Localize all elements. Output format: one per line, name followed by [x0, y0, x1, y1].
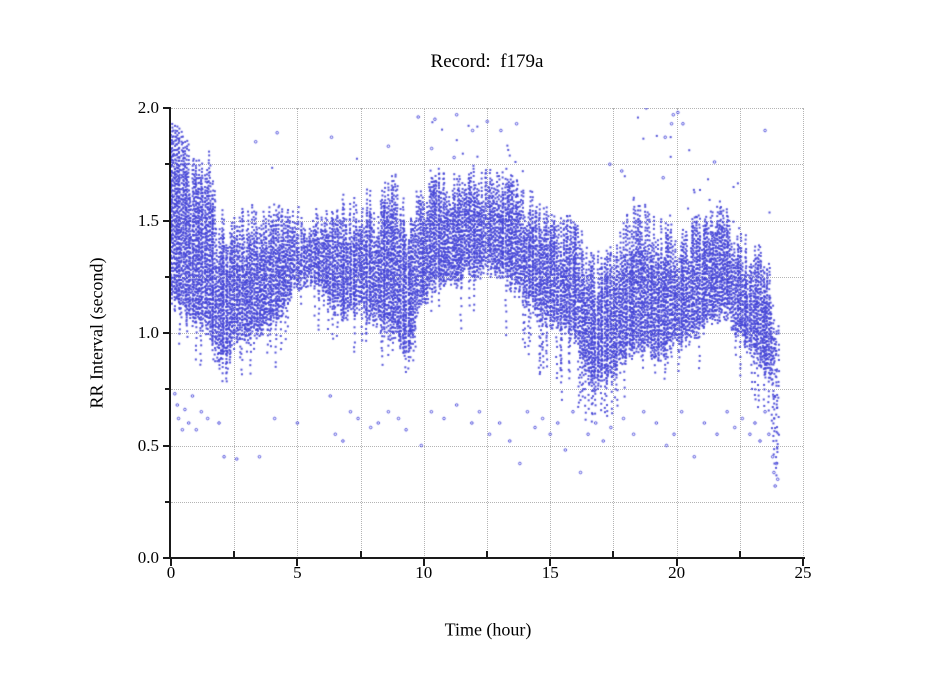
y-minor-tick — [165, 275, 169, 278]
y-major-tick — [163, 557, 169, 559]
x-major-tick — [802, 559, 804, 566]
gridline-vertical — [803, 108, 804, 558]
x-major-tick — [170, 559, 172, 566]
y-axis-label: RR Interval (second) — [86, 257, 107, 409]
x-axis-line — [169, 557, 805, 559]
chart-title: Record: f179a — [430, 51, 544, 72]
x-tick-label: 25 — [794, 563, 812, 582]
x-major-tick — [675, 559, 678, 566]
x-tick-label: 15 — [541, 563, 559, 582]
y-major-tick — [163, 107, 169, 109]
y-tick-label: 1.5 — [137, 210, 159, 230]
plot-area — [171, 108, 803, 558]
y-major-tick — [163, 444, 169, 447]
y-major-tick — [163, 219, 169, 222]
x-major-tick — [296, 559, 299, 566]
x-major-tick — [549, 559, 552, 566]
y-tick-label: 0.5 — [137, 435, 159, 455]
x-major-tick — [422, 559, 425, 566]
y-tick-label: 0.0 — [137, 548, 159, 567]
y-minor-tick — [165, 388, 169, 391]
x-axis-label: Time (hour) — [444, 619, 532, 640]
y-axis-line — [169, 107, 171, 559]
y-tick-label: 2.0 — [137, 98, 159, 117]
y-tick-label: 1.0 — [137, 323, 159, 342]
scatter-points-canvas — [171, 108, 803, 558]
y-minor-tick — [165, 500, 169, 503]
x-tick-label: 10 — [415, 563, 433, 582]
y-major-tick — [163, 332, 169, 334]
y-minor-tick — [165, 163, 169, 166]
x-tick-label: 0 — [166, 563, 176, 582]
x-tick-label: 5 — [293, 563, 302, 582]
x-tick-label: 20 — [668, 563, 686, 582]
